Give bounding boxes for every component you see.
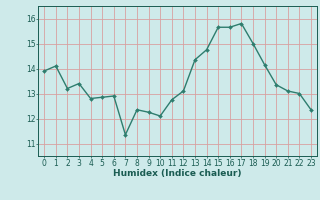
X-axis label: Humidex (Indice chaleur): Humidex (Indice chaleur) bbox=[113, 169, 242, 178]
